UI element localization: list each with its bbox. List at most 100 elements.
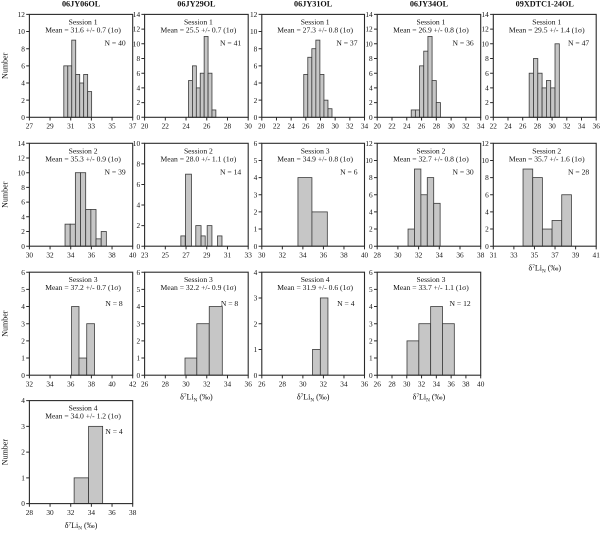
svg-text:8: 8 [136,159,140,168]
svg-text:Mean = 35.3 +/- 0.9 (1σ): Mean = 35.3 +/- 0.9 (1σ) [45,154,121,163]
svg-text:4: 4 [254,173,258,182]
svg-text:40: 40 [108,379,116,388]
svg-text:Mean = 28.0 +/- 1.1 (1σ): Mean = 28.0 +/- 1.1 (1σ) [161,154,237,163]
svg-text:34: 34 [46,379,54,388]
svg-text:32: 32 [320,379,328,388]
svg-text:6: 6 [254,61,258,70]
svg-text:30: 30 [26,250,34,259]
svg-text:N = 6: N = 6 [340,168,358,177]
svg-text:23: 23 [141,250,149,259]
svg-text:1: 1 [21,473,25,482]
svg-text:4: 4 [21,212,25,221]
svg-text:06JY34OL: 06JY34OL [410,0,449,9]
svg-text:Session 3: Session 3 [184,275,213,284]
svg-text:30: 30 [332,122,340,131]
svg-text:10: 10 [365,39,373,48]
svg-text:Mean = 34.9 +/- 0.8 (1σ): Mean = 34.9 +/- 0.8 (1σ) [277,154,353,163]
svg-text:Session 1: Session 1 [301,17,330,26]
svg-text:8: 8 [485,173,489,182]
svg-text:27: 27 [182,250,190,259]
svg-text:32: 32 [26,379,34,388]
svg-text:22: 22 [273,122,281,131]
svg-text:N = 14: N = 14 [220,168,241,177]
svg-text:10: 10 [18,27,26,36]
svg-text:40: 40 [129,250,137,259]
svg-text:12: 12 [365,25,373,34]
svg-text:8: 8 [21,183,25,192]
svg-text:38: 38 [462,379,470,388]
svg-text:N = 47: N = 47 [568,39,589,48]
svg-text:3: 3 [21,319,25,328]
svg-text:0: 0 [369,371,373,380]
svg-text:31: 31 [224,250,232,259]
svg-text:Session 3: Session 3 [69,275,98,284]
svg-text:Mean = 37.2 +/- 0.7 (1σ): Mean = 37.2 +/- 0.7 (1σ) [45,283,121,292]
svg-text:N = 8: N = 8 [221,299,239,308]
svg-text:0: 0 [21,371,25,380]
svg-text:δ7LiN (‰): δ7LiN (‰) [528,264,561,275]
svg-text:Mean = 32.2 +/- 0.9 (1σ): Mean = 32.2 +/- 0.9 (1σ) [161,283,237,292]
svg-text:0: 0 [136,113,140,122]
svg-text:34: 34 [340,379,348,388]
svg-text:29: 29 [46,122,54,131]
svg-text:Session 2: Session 2 [184,146,213,155]
svg-text:26: 26 [258,379,266,388]
svg-text:28: 28 [534,122,542,131]
svg-text:12: 12 [133,25,141,34]
svg-text:N = 39: N = 39 [105,168,126,177]
svg-text:8: 8 [369,54,373,63]
svg-text:30: 30 [403,379,411,388]
svg-text:1: 1 [21,354,25,363]
svg-text:Session 1: Session 1 [69,17,98,26]
svg-text:2: 2 [485,98,489,107]
svg-text:34: 34 [433,379,441,388]
svg-text:1: 1 [254,345,258,354]
svg-text:6: 6 [369,69,373,78]
svg-text:0: 0 [369,242,373,251]
svg-text:26: 26 [203,122,211,131]
svg-text:Number: Number [1,310,10,337]
svg-text:32: 32 [203,379,211,388]
svg-text:Mean = 31.6 +/- 0.7 (1σ): Mean = 31.6 +/- 0.7 (1σ) [45,25,121,34]
svg-text:06JY06OL: 06JY06OL [62,0,101,9]
svg-text:28: 28 [26,508,34,517]
svg-text:2: 2 [21,336,25,345]
svg-text:36: 36 [320,250,328,259]
svg-text:10: 10 [365,156,373,165]
svg-text:5: 5 [21,285,25,294]
svg-text:22: 22 [388,122,396,131]
svg-text:2: 2 [136,221,140,230]
svg-text:20: 20 [258,122,266,131]
svg-text:Mean = 29.5 +/- 1.4 (1σ): Mean = 29.5 +/- 1.4 (1σ) [509,25,585,34]
svg-text:Session 1: Session 1 [416,17,445,26]
svg-text:22: 22 [162,122,170,131]
svg-text:4: 4 [21,79,25,88]
svg-text:2: 2 [369,225,373,234]
svg-text:09XDTC1-24OL: 09XDTC1-24OL [516,0,575,9]
svg-text:34: 34 [67,250,75,259]
svg-text:N = 30: N = 30 [453,168,474,177]
svg-text:5: 5 [136,285,140,294]
svg-text:3: 3 [369,319,373,328]
svg-text:34: 34 [361,122,369,131]
svg-text:2: 2 [369,98,373,107]
svg-text:12: 12 [250,10,258,19]
svg-text:Mean = 25.5 +/- 0.7 (1σ): Mean = 25.5 +/- 0.7 (1σ) [161,25,237,34]
svg-text:36: 36 [361,379,369,388]
svg-text:32: 32 [415,250,423,259]
svg-text:34: 34 [88,508,96,517]
svg-text:8: 8 [369,173,373,182]
svg-text:8: 8 [254,44,258,53]
svg-text:24: 24 [504,122,512,131]
svg-text:8: 8 [485,54,489,63]
svg-text:0: 0 [254,371,258,380]
svg-text:4: 4 [21,396,25,405]
svg-text:12: 12 [482,139,490,148]
svg-text:31: 31 [67,122,75,131]
svg-text:22: 22 [490,122,498,131]
svg-text:06JY31OL: 06JY31OL [294,0,333,9]
svg-text:30: 30 [447,122,455,131]
svg-text:25: 25 [162,250,170,259]
svg-text:14: 14 [365,10,373,19]
svg-text:34: 34 [436,250,444,259]
